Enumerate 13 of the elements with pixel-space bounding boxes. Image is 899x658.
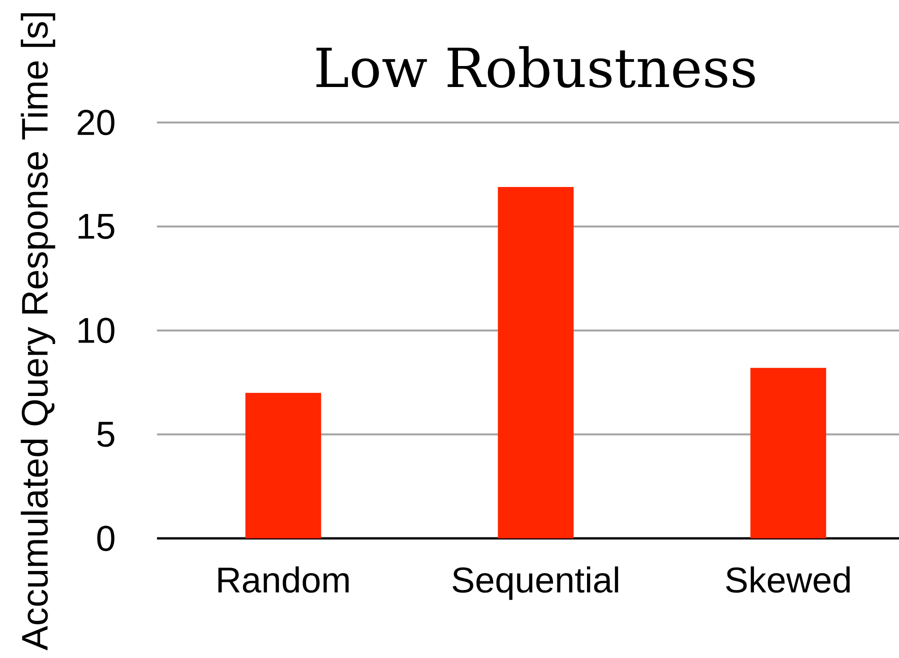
y-tick-label: 0 xyxy=(97,526,114,552)
x-tick-label: Skewed xyxy=(726,566,850,593)
bar xyxy=(245,392,322,538)
y-axis-title: Accumulated Query Response Time [s] xyxy=(20,13,56,650)
x-tick-label: Sequential xyxy=(452,566,618,600)
y-tick-label: 5 xyxy=(97,422,114,447)
y-tick-label: 20 xyxy=(78,110,114,136)
bar xyxy=(750,368,826,538)
chart-title: Low Robustness xyxy=(316,46,755,88)
bar xyxy=(498,186,574,538)
x-tick-label: Random xyxy=(218,566,349,593)
y-tick-label: 10 xyxy=(78,318,114,344)
y-tick-label: 15 xyxy=(78,214,114,239)
